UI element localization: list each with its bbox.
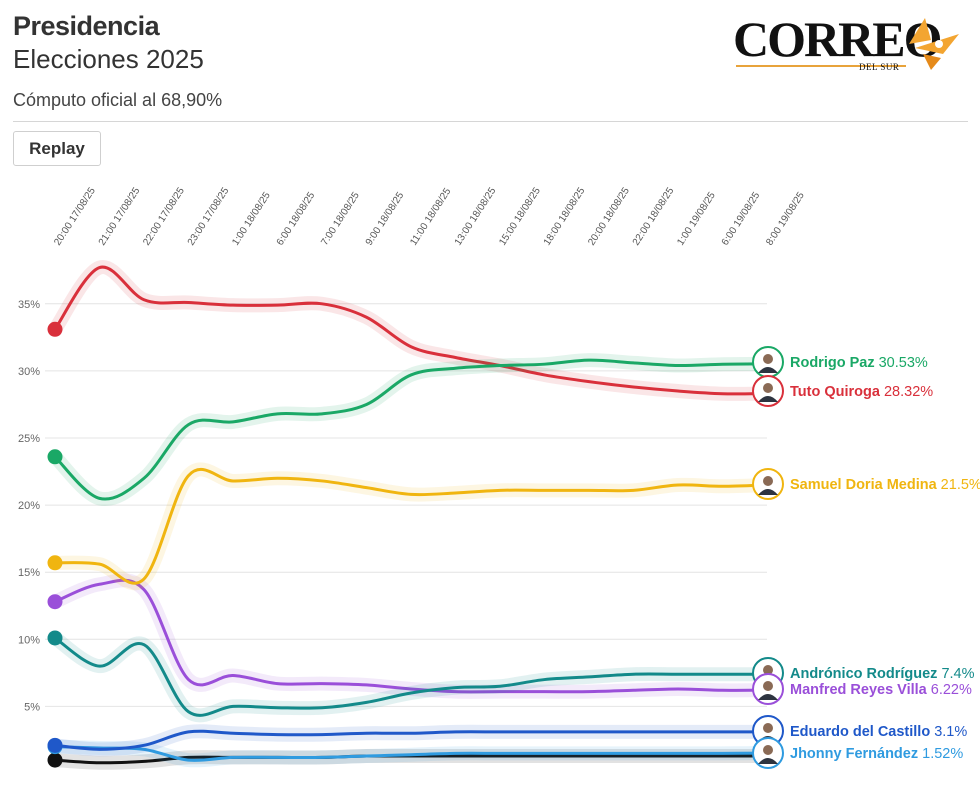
x-tick-label: 20:00 17/08/25 <box>52 185 98 247</box>
avatar-body <box>758 367 778 373</box>
page-title: Presidencia <box>13 11 160 41</box>
replay-button[interactable]: Replay <box>13 131 101 166</box>
end-label-rodrigo-paz: Rodrigo Paz 30.53% <box>790 355 928 371</box>
avatar-head <box>763 665 773 675</box>
avatar-head <box>763 723 773 733</box>
end-marker-jhonny-fernandez <box>752 737 784 769</box>
x-tick-label: 21:00 17/08/25 <box>97 185 143 247</box>
avatar-head <box>763 354 773 364</box>
series-start-dot-otros <box>47 752 63 768</box>
count-progress-note: Cómputo oficial al 68,90% <box>13 90 223 110</box>
x-tick-label: 7:00 18/08/25 <box>319 190 362 248</box>
logo-wordmark: CORREO <box>733 11 942 67</box>
candidate-name: Tuto Quiroga <box>790 384 881 400</box>
candidate-percent: 3.1% <box>930 724 967 740</box>
avatar-head <box>763 476 773 486</box>
candidate-percent: 21.5% <box>937 477 980 493</box>
logo-subtext: DEL SUR <box>859 62 900 72</box>
candidate-name: Jhonny Fernández <box>790 746 918 762</box>
avatar-body <box>758 489 778 495</box>
end-marker-rodrigo-paz <box>752 346 784 378</box>
series-line-jhonny-fernandez <box>53 745 769 762</box>
x-tick-label: 9:00 18/08/25 <box>364 190 407 248</box>
series-line-rodrigo-paz <box>53 358 769 501</box>
candidate-name: Rodrigo Paz <box>790 355 875 371</box>
avatar-body <box>758 758 778 764</box>
series-start-dot-rodrigo-paz <box>47 449 63 465</box>
x-tick-label: 1:00 19/08/25 <box>675 190 718 248</box>
x-tick-label: 15:00 18/08/25 <box>497 185 543 247</box>
end-label-andronico-rodriguez: Andrónico Rodríguez 7.4% <box>790 666 975 682</box>
end-marker-manfred-reyes-villa <box>752 673 784 705</box>
candidate-name: Samuel Doria Medina <box>790 477 938 493</box>
y-tick-label: 30% <box>18 366 40 378</box>
y-tick-label: 20% <box>18 500 40 512</box>
series-line-samuel-doria-medina <box>53 467 769 585</box>
end-marker-tuto-quiroga <box>752 375 784 407</box>
end-marker-samuel-doria-medina <box>752 468 784 500</box>
series-halo-andronico-rodriguez <box>48 630 774 723</box>
series-start-dot-andronico-rodriguez <box>47 630 63 646</box>
avatar-head <box>763 745 773 755</box>
candidate-percent: 1.52% <box>918 746 963 762</box>
series-start-dot-samuel-doria-medina <box>47 555 63 571</box>
candidate-percent: 7.4% <box>937 666 974 682</box>
series-start-dot-manfred-reyes-villa <box>47 594 63 610</box>
series-line-andronico-rodriguez <box>53 636 769 717</box>
end-label-samuel-doria-medina: Samuel Doria Medina 21.5% <box>790 477 980 493</box>
avatar-body <box>758 396 778 402</box>
series-line-eduardo-del-castillo <box>53 729 769 751</box>
x-tick-label: 6:00 19/08/25 <box>720 190 763 248</box>
correo-del-sur-logo: CORREO DEL SUR <box>733 12 963 74</box>
logo-underline <box>736 65 906 67</box>
end-label-tuto-quiroga: Tuto Quiroga 28.32% <box>790 384 933 400</box>
candidate-name: Eduardo del Castillo <box>790 724 930 740</box>
candidate-percent: 30.53% <box>875 355 928 371</box>
x-tick-label: 23:00 17/08/25 <box>186 185 232 247</box>
x-tick-label: 13:00 18/08/25 <box>453 185 499 247</box>
y-tick-label: 25% <box>18 433 40 445</box>
series-halo-rodrigo-paz <box>48 353 774 507</box>
end-label-eduardo-del-castillo: Eduardo del Castillo 3.1% <box>790 724 967 740</box>
bird-icon <box>909 18 959 70</box>
x-tick-label: 8:00 19/08/25 <box>764 190 807 248</box>
y-tick-label: 10% <box>18 634 40 646</box>
avatar-head <box>763 681 773 691</box>
x-tick-label: 22:00 17/08/25 <box>141 185 187 247</box>
x-tick-label: 18:00 18/08/25 <box>542 185 588 247</box>
series-start-dot-eduardo-del-castillo <box>47 737 63 753</box>
x-tick-label: 22:00 18/08/25 <box>631 185 677 247</box>
candidate-percent: 6.22% <box>927 682 972 698</box>
x-tick-label: 20:00 18/08/25 <box>586 185 632 247</box>
page-subtitle: Elecciones 2025 <box>13 44 204 74</box>
candidate-percent: 28.32% <box>880 384 933 400</box>
x-tick-label: 6:00 18/08/25 <box>275 190 318 248</box>
end-label-manfred-reyes-villa: Manfred Reyes Villa 6.22% <box>790 682 972 698</box>
y-tick-label: 15% <box>18 567 40 579</box>
candidate-name: Manfred Reyes Villa <box>790 682 928 698</box>
series-start-dot-tuto-quiroga <box>47 321 63 337</box>
header-divider <box>13 121 968 122</box>
avatar-body <box>758 694 778 700</box>
y-tick-label: 5% <box>24 701 40 713</box>
x-tick-label: 11:00 18/08/25 <box>408 186 453 248</box>
x-tick-label: 1:00 18/08/25 <box>230 190 273 248</box>
candidate-name: Andrónico Rodríguez <box>790 666 937 682</box>
series-line-manfred-reyes-villa <box>53 578 769 694</box>
series-line-tuto-quiroga <box>53 265 769 396</box>
presidential-line-chart: 5% 10% 15% 20% 25% 30% 35% 20:00 17/08/2521:00 … <box>18 185 980 770</box>
avatar-head <box>763 383 773 393</box>
y-tick-label: 35% <box>18 299 40 311</box>
end-label-jhonny-fernandez: Jhonny Fernández 1.52% <box>790 746 963 762</box>
